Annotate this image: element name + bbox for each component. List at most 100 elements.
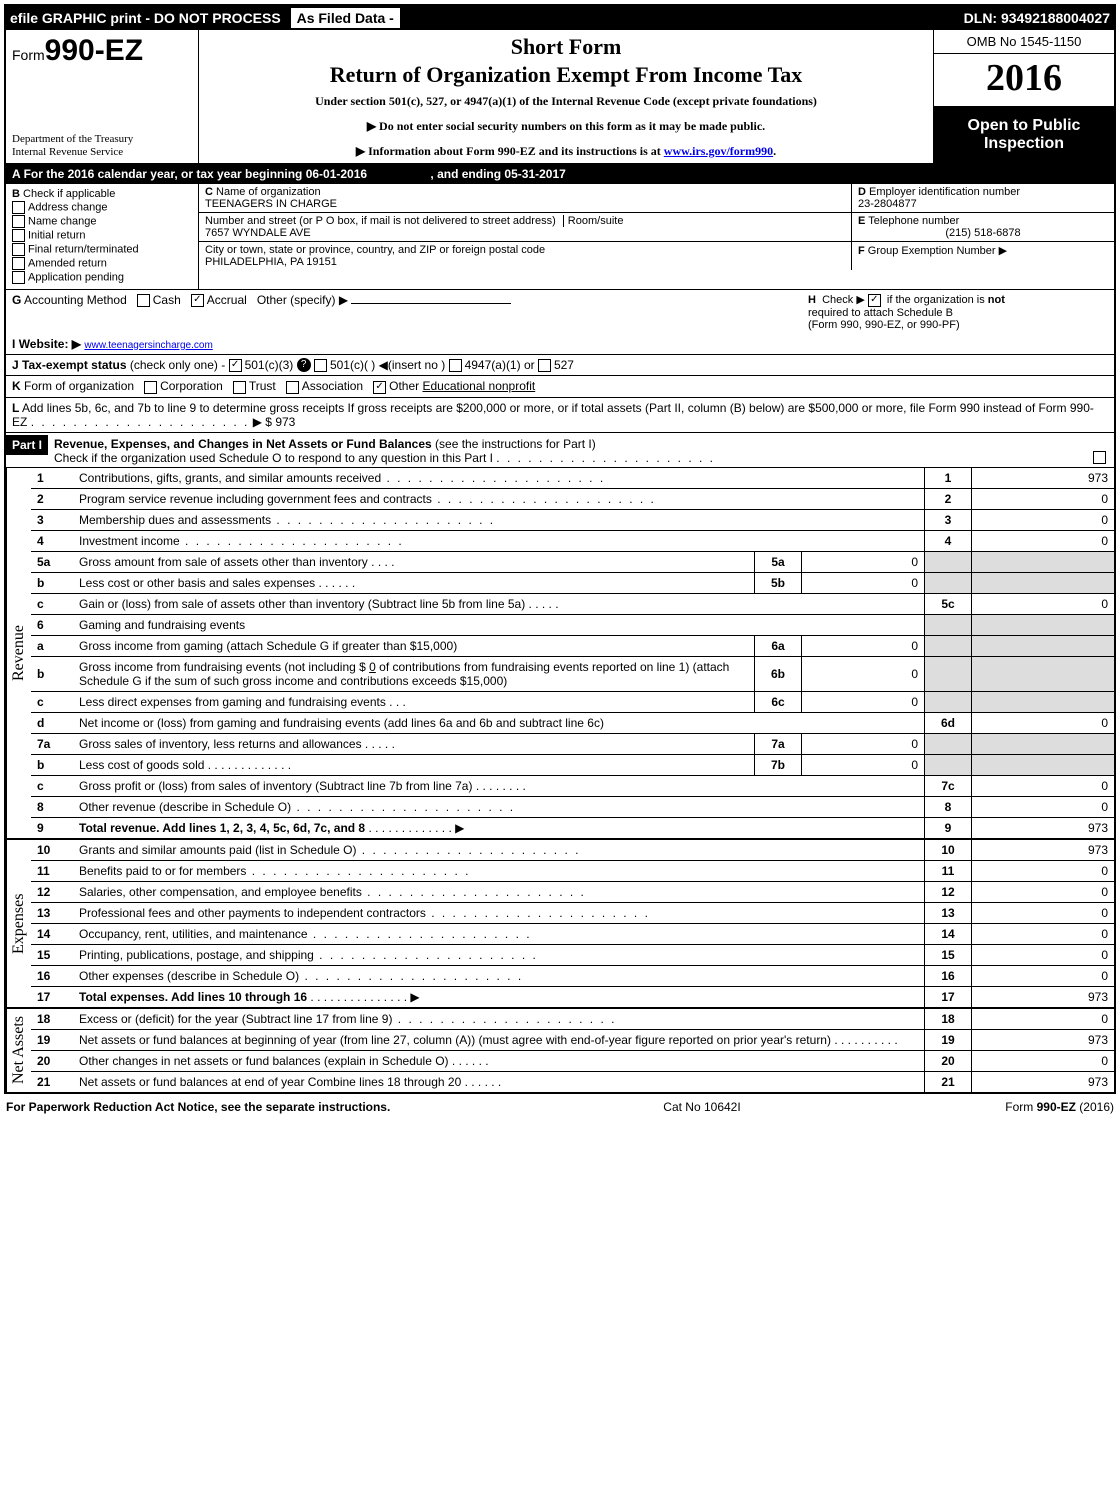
footer-center: Cat No 10642I (470, 1100, 934, 1114)
chk-other-org[interactable] (373, 381, 386, 394)
d-label-text: Employer identification number (869, 186, 1020, 198)
l6c-num: c (31, 691, 73, 712)
l16-rv: 0 (972, 965, 1115, 986)
chk-assoc[interactable] (286, 381, 299, 394)
line-18: 18 Excess or (deficit) for the year (Sub… (31, 1009, 1114, 1030)
l13-num: 13 (31, 902, 73, 923)
chk-trust[interactable] (233, 381, 246, 394)
k-label: K (12, 379, 21, 393)
f-label-text: Group Exemption Number (868, 245, 996, 257)
l19-desc: Net assets or fund balances at beginning… (79, 1033, 831, 1047)
g-other-input[interactable] (351, 303, 511, 304)
l14-rn: 14 (925, 923, 972, 944)
dots-icon (432, 492, 656, 506)
l9-rn: 9 (925, 817, 972, 838)
b-item-1: Name change (28, 215, 97, 227)
chk-527[interactable] (538, 359, 551, 372)
l4-num: 4 (31, 530, 73, 551)
l5c-rn: 5c (925, 593, 972, 614)
d-label: D (858, 186, 866, 198)
l15-num: 15 (31, 944, 73, 965)
row-k: K Form of organization Corporation Trust… (6, 376, 1114, 397)
l13-rv: 0 (972, 902, 1115, 923)
chk-part1-scho[interactable] (1093, 451, 1106, 464)
j-opt1: 501(c)(3) (245, 358, 294, 372)
l6a-sn: 6a (755, 635, 802, 656)
l5a-num: 5a (31, 551, 73, 572)
dots-icon (392, 1012, 616, 1026)
side-label-netassets: Net Assets (6, 1009, 31, 1092)
shade-cell (972, 754, 1115, 775)
chk-h[interactable] (868, 294, 881, 307)
h-text1: Check ▶ (822, 294, 865, 306)
line-5b: b Less cost or other basis and sales exp… (31, 572, 1114, 593)
section-bcdef: B Check if applicable Address change Nam… (6, 184, 1114, 290)
l1-desc: Contributions, gifts, grants, and simila… (79, 471, 381, 485)
chk-accrual[interactable] (191, 294, 204, 307)
l4-desc: Investment income (79, 534, 180, 548)
top-bar-left: efile GRAPHIC print - DO NOT PROCESS As … (10, 8, 964, 28)
shade-cell (972, 572, 1115, 593)
line-15: 15 Printing, publications, postage, and … (31, 944, 1114, 965)
chk-application-pending[interactable] (12, 271, 25, 284)
chk-name-change[interactable] (12, 215, 25, 228)
part1-label: Part I (6, 435, 48, 455)
chk-501c3[interactable] (229, 359, 242, 372)
help-icon[interactable]: ? (297, 358, 311, 372)
l6d-rn: 6d (925, 712, 972, 733)
website-link[interactable]: www.teenagersincharge.com (84, 340, 212, 351)
line-6c: c Less direct expenses from gaming and f… (31, 691, 1114, 712)
dots-icon (271, 513, 495, 527)
b-item-3: Final return/terminated (28, 243, 139, 255)
shade-cell (972, 635, 1115, 656)
shade-cell (972, 656, 1115, 691)
g-label: G (12, 293, 21, 307)
b-label: B (12, 188, 20, 200)
shade-cell (972, 551, 1115, 572)
form-no-big: 990-EZ (45, 34, 143, 67)
k-opt-0: Corporation (160, 379, 223, 393)
l7b-num: b (31, 754, 73, 775)
j-opt3: 4947(a)(1) or (465, 358, 535, 372)
line-2: 2 Program service revenue including gove… (31, 488, 1114, 509)
section-c-name: C Name of organization TEENAGERS IN CHAR… (199, 184, 852, 212)
l6d-desc: Net income or (loss) from gaming and fun… (79, 716, 604, 730)
row-i: I Website: ▶ www.teenagersincharge.com (6, 334, 1114, 355)
l-label: L (12, 401, 19, 415)
footer: For Paperwork Reduction Act Notice, see … (0, 1098, 1120, 1116)
b-item-5: Application pending (28, 271, 124, 283)
l12-num: 12 (31, 881, 73, 902)
l-arrow: ▶ $ (253, 415, 272, 429)
dots-icon (180, 534, 404, 548)
l19-num: 19 (31, 1029, 73, 1050)
l7c-desc: Gross profit or (loss) from sales of inv… (79, 779, 472, 793)
chk-address-change[interactable] (12, 201, 25, 214)
side-label-revenue: Revenue (6, 468, 31, 838)
c-name-label: Name of organization (216, 186, 321, 198)
k-opt-1: Trust (249, 379, 276, 393)
j-label: J (12, 358, 19, 372)
l15-rn: 15 (925, 944, 972, 965)
l17-arrow: ▶ (410, 990, 419, 1004)
l9-arrow: ▶ (455, 821, 464, 835)
chk-4947[interactable] (449, 359, 462, 372)
chk-amended-return[interactable] (12, 257, 25, 270)
l6d-num: d (31, 712, 73, 733)
chk-initial-return[interactable] (12, 229, 25, 242)
c-addr-label: Number and street (or P O box, if mail i… (205, 215, 556, 227)
l5b-sv: 0 (802, 572, 925, 593)
irs-link[interactable]: www.irs.gov/form990 (664, 144, 773, 158)
shade-cell (925, 656, 972, 691)
chk-final-return[interactable] (12, 243, 25, 256)
chk-501c[interactable] (314, 359, 327, 372)
dept-block: Department of the Treasury Internal Reve… (12, 133, 192, 159)
l6a-sv: 0 (802, 635, 925, 656)
line-9: 9 Total revenue. Add lines 1, 2, 3, 4, 5… (31, 817, 1114, 838)
chk-cash[interactable] (137, 294, 150, 307)
l8-desc: Other revenue (describe in Schedule O) (79, 800, 291, 814)
dept-line-1: Department of the Treasury (12, 133, 192, 146)
l3-desc: Membership dues and assessments (79, 513, 271, 527)
chk-corp[interactable] (144, 381, 157, 394)
section-c-city: City or town, state or province, country… (199, 242, 852, 270)
l9-rv: 973 (972, 817, 1115, 838)
